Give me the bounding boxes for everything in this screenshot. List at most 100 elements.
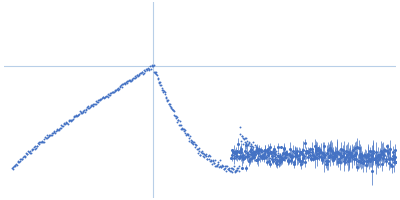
Point: [244, 140, 250, 143]
Point: [220, 165, 226, 168]
Point: [258, 150, 264, 153]
Point: [279, 153, 285, 156]
Point: [67, 119, 73, 122]
Point: [90, 103, 96, 106]
Point: [222, 166, 228, 169]
Point: [238, 140, 244, 143]
Point: [74, 114, 80, 117]
Point: [16, 160, 22, 163]
Point: [205, 154, 212, 157]
Point: [249, 144, 256, 148]
Point: [268, 151, 274, 154]
Point: [136, 73, 143, 76]
Point: [130, 76, 136, 80]
Point: [91, 102, 97, 105]
Point: [89, 103, 95, 106]
Point: [31, 147, 38, 151]
Point: [128, 78, 135, 82]
Point: [226, 168, 232, 171]
Point: [189, 142, 196, 145]
Point: [10, 166, 16, 169]
Point: [262, 156, 268, 159]
Point: [80, 109, 87, 112]
Point: [62, 122, 69, 125]
Point: [56, 128, 62, 131]
Point: [87, 104, 94, 108]
Point: [171, 113, 178, 116]
Point: [9, 166, 15, 169]
Point: [188, 140, 194, 143]
Point: [134, 73, 140, 77]
Point: [240, 136, 246, 139]
Point: [179, 127, 186, 130]
Point: [257, 153, 263, 157]
Point: [158, 87, 165, 90]
Point: [235, 166, 241, 169]
Point: [100, 96, 106, 99]
Point: [275, 151, 281, 154]
Point: [269, 157, 275, 160]
Point: [131, 75, 138, 78]
Point: [194, 148, 201, 151]
Point: [175, 118, 182, 122]
Point: [52, 132, 58, 135]
Point: [17, 158, 24, 161]
Point: [81, 109, 87, 112]
Point: [24, 152, 31, 155]
Point: [221, 168, 227, 171]
Point: [208, 158, 214, 161]
Point: [124, 82, 131, 85]
Point: [198, 150, 205, 153]
Point: [26, 151, 33, 155]
Point: [236, 165, 242, 168]
Point: [70, 115, 77, 118]
Point: [99, 97, 105, 100]
Point: [101, 96, 107, 99]
Point: [170, 109, 177, 112]
Point: [174, 120, 180, 124]
Point: [129, 78, 136, 81]
Point: [12, 163, 18, 166]
Point: [16, 159, 23, 162]
Point: [119, 85, 126, 88]
Point: [164, 99, 171, 102]
Point: [190, 142, 197, 145]
Point: [162, 90, 168, 93]
Point: [169, 108, 175, 111]
Point: [190, 140, 196, 143]
Point: [280, 156, 286, 159]
Point: [227, 166, 234, 170]
Point: [96, 99, 102, 102]
Point: [199, 152, 205, 155]
Point: [152, 71, 158, 74]
Point: [39, 140, 46, 143]
Point: [61, 122, 68, 125]
Point: [43, 137, 50, 140]
Point: [166, 102, 173, 105]
Point: [264, 147, 271, 150]
Point: [92, 102, 99, 105]
Point: [156, 81, 162, 84]
Point: [242, 136, 249, 139]
Point: [172, 115, 178, 118]
Point: [193, 144, 200, 147]
Point: [143, 68, 150, 71]
Point: [28, 147, 35, 150]
Point: [24, 152, 30, 155]
Point: [210, 158, 216, 162]
Point: [70, 117, 76, 120]
Point: [218, 166, 224, 169]
Point: [79, 111, 85, 114]
Point: [127, 78, 134, 81]
Point: [51, 131, 58, 134]
Point: [187, 135, 193, 138]
Point: [157, 84, 164, 87]
Point: [197, 153, 204, 156]
Point: [244, 143, 251, 146]
Point: [77, 110, 83, 113]
Point: [34, 145, 40, 148]
Point: [136, 72, 142, 76]
Point: [159, 88, 166, 91]
Point: [175, 119, 181, 122]
Point: [149, 64, 156, 67]
